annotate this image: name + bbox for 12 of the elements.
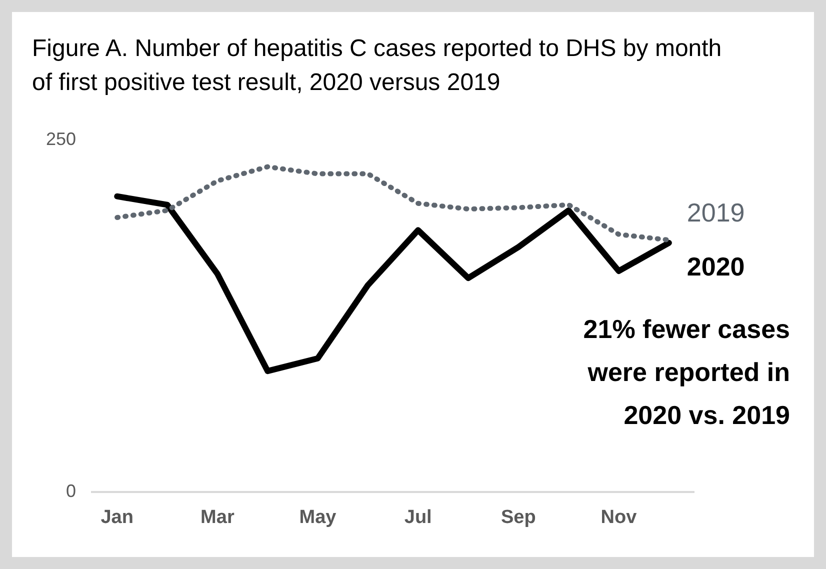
annotation: 21% fewer cases were reported in 2020 vs. 2019 [582,313,790,432]
chart-title: Figure A. Number of hepatitis C cases reported to DHS by month of first positive test result, 2020 versus 2019 [32,34,723,98]
x-tick-label: Sep [500,506,536,528]
y-tick-label: 250 [46,128,76,149]
x-tick-label: Nov [600,506,638,528]
x-tick-label: Mar [200,506,235,528]
y-tick-label: 0 [66,481,76,502]
x-tick-label: Jan [100,506,134,528]
x-tick-label: May [299,506,337,528]
x-tick-label: Jul [404,506,432,528]
series-label: 2020 [686,252,745,282]
series-label: 2019 [686,198,745,228]
